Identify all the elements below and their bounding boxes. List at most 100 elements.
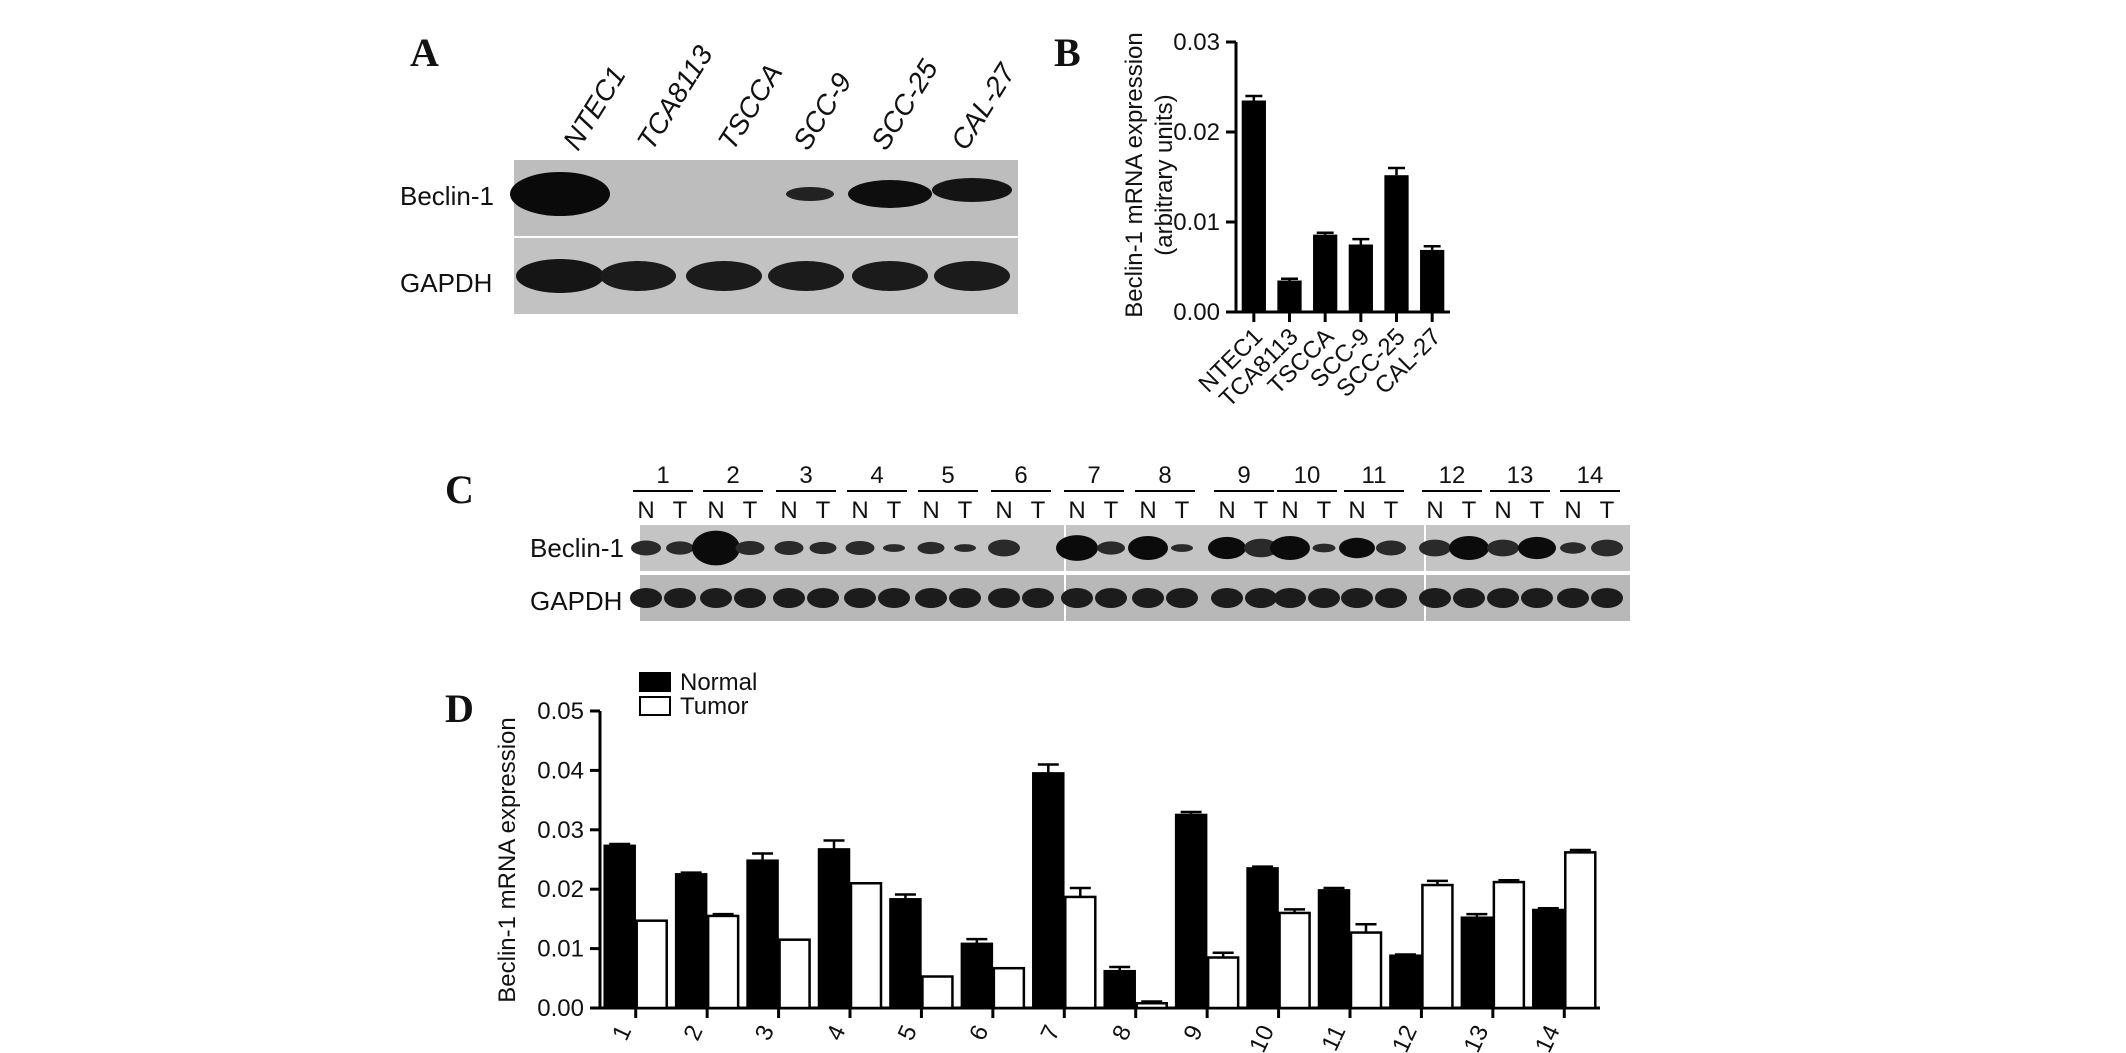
blot-band [1097,541,1125,555]
panel-letter-d: D [445,686,474,731]
blot-c-lane-n: N [1218,497,1235,524]
blot-c-lane-t: T [1031,497,1046,524]
blot-a-lane-label: NTEC1 [557,61,632,155]
blot-band [1270,536,1310,560]
blot-band [883,544,905,552]
blot-band [934,261,1010,291]
blot-a-lane-label: TSCCA [712,58,789,155]
y-tick-label: 0.05 [537,698,584,725]
bar-tumor [1206,956,1240,1010]
x-tick-label: 1 [607,1021,637,1045]
blot-band [844,588,876,608]
blot-band [1419,539,1451,557]
blot-band [734,588,766,608]
chart-b-ylabel-line2: (arbitrary units) [1151,94,1178,255]
blot-c-case-label: 9 [1237,462,1250,489]
blot-band [954,544,976,552]
x-tick-label: 10 [1244,1021,1280,1053]
bar [1348,244,1373,312]
blot-band [852,261,928,291]
blot-band [1245,588,1277,608]
blot-a-row-label-gapdh: GAPDH [400,268,492,298]
blot-c-lane-n: N [1426,497,1443,524]
bar-tumor [635,919,668,1010]
blot-band [809,541,837,555]
blot-c-row-label-beclin: Beclin-1 [530,533,624,563]
blot-c-lane-t: T [673,497,688,524]
bar-tumor [1135,1001,1168,1010]
legend-label-normal: Normal [680,669,757,696]
blot-band [773,588,805,608]
legend-label-tumor: Tumor [680,693,748,720]
bar-normal [1103,969,1136,1010]
blot-band [1022,588,1054,608]
blot-c-lane-t: T [1254,497,1269,524]
blot-band [1591,588,1623,608]
blot-band [915,588,947,608]
blot-band [1518,536,1556,560]
blot-c-row-label-gapdh: GAPDH [530,586,622,616]
x-tick-label: 7 [1036,1021,1066,1045]
blot-band [1339,537,1375,559]
x-tick-label: 3 [750,1021,780,1045]
x-tick-label: 8 [1107,1021,1137,1045]
blot-a-lane-label: SCC-9 [787,68,858,156]
blot-c-lane-n: N [1348,497,1365,524]
y-tick-label: 0.03 [537,817,584,844]
blot-c-lane-n: N [1139,497,1156,524]
bar-tumor [706,914,740,1010]
bar-tumor [778,938,811,1010]
blot-band [1591,539,1623,557]
blot-band [1453,588,1485,608]
bar-tumor [1492,880,1526,1010]
bar-normal [1246,867,1279,1010]
blot-c-lane-n: N [707,497,724,524]
panel-letter-a: A [410,30,439,75]
blot-c-lane-t: T [1175,497,1190,524]
blot-band [631,540,661,556]
blot-c-lane-t: T [887,497,902,524]
y-tick-label: 0.00 [537,995,584,1022]
blot-c-case-label: 1 [656,462,669,489]
blot-band [1132,588,1164,608]
bar-normal [1532,908,1565,1010]
bar-normal [960,942,994,1010]
chart-b-bars [1241,94,1445,312]
blot-a-row-label-beclin: Beclin-1 [400,181,494,211]
blot-c-case-label: 12 [1439,462,1466,489]
blot-band [878,588,910,608]
chart-d-legend: Normal Tumor [639,669,757,720]
bar-normal [746,859,779,1010]
blot-c-lane-n: N [637,497,654,524]
bar [1241,100,1266,312]
bar-tumor [1421,883,1454,1010]
legend-swatch-tumor [639,696,671,716]
blot-c-lane-t: T [1530,497,1545,524]
blot-a-lane-label: CAL-27 [945,57,1022,155]
blot-band [1056,535,1098,561]
blot-band [988,588,1020,608]
bar [1313,234,1338,312]
blot-band [1211,588,1243,608]
blot-band [686,261,762,291]
blot-c-lane-t: T [958,497,973,524]
blot-band [1375,588,1407,608]
y-tick-label: 0.02 [1173,119,1220,146]
bar-normal [1032,772,1065,1010]
blot-band [600,261,676,291]
blot-c-case-label: 8 [1158,462,1171,489]
blot-a-image [510,160,1018,314]
y-tick-label: 0.01 [1173,209,1220,236]
bar-tumor [992,966,1026,1010]
blot-band [1419,588,1451,608]
blot-band [807,588,839,608]
blot-band [845,540,875,556]
blot-band [1274,588,1306,608]
blot-c-case-label: 10 [1294,462,1321,489]
blot-band [516,259,604,293]
blot-band [1308,588,1340,608]
